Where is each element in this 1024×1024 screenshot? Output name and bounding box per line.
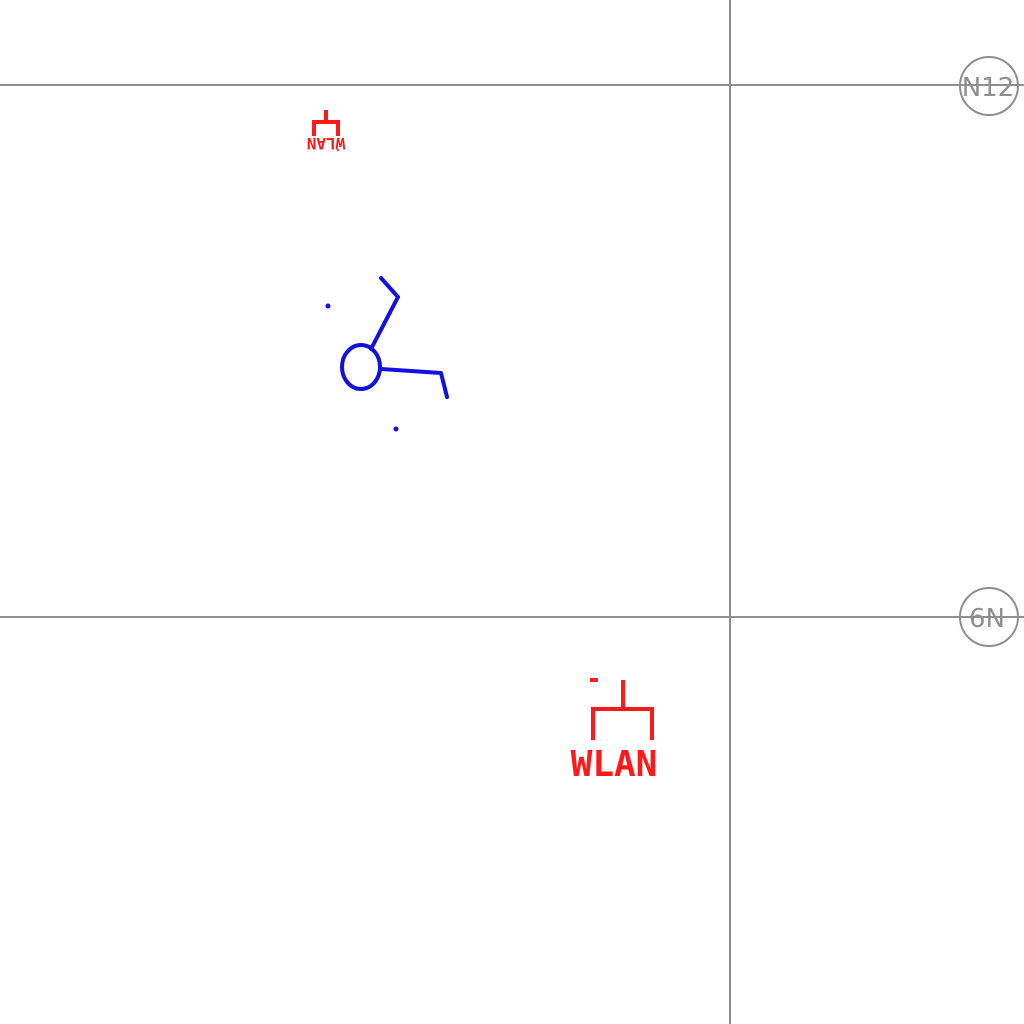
grid-bubble-n9: N9 (959, 587, 1019, 647)
wlan-access-point-symbol: WLAN (571, 678, 658, 785)
wlan-antenna-icon (312, 110, 340, 136)
grid-bubble-n12: N12 (959, 56, 1019, 116)
wlan-label: WLAN (307, 134, 346, 153)
wlan-antenna-icon (591, 680, 654, 740)
fixture-circle-icon (340, 343, 382, 391)
wlan-label: WLAN (571, 744, 658, 785)
fixture-arm-lower (379, 367, 449, 399)
fixture-arm-upper (369, 276, 400, 351)
fixture-dot (325, 303, 331, 309)
grid-bubble-label: N12 (962, 73, 1015, 103)
wlan-access-point-symbol-rotated: WLAN (307, 110, 346, 153)
fixture-dot (393, 426, 399, 432)
fixture-symbol (325, 276, 449, 432)
grid-bubble-label: N9 (969, 601, 1005, 631)
